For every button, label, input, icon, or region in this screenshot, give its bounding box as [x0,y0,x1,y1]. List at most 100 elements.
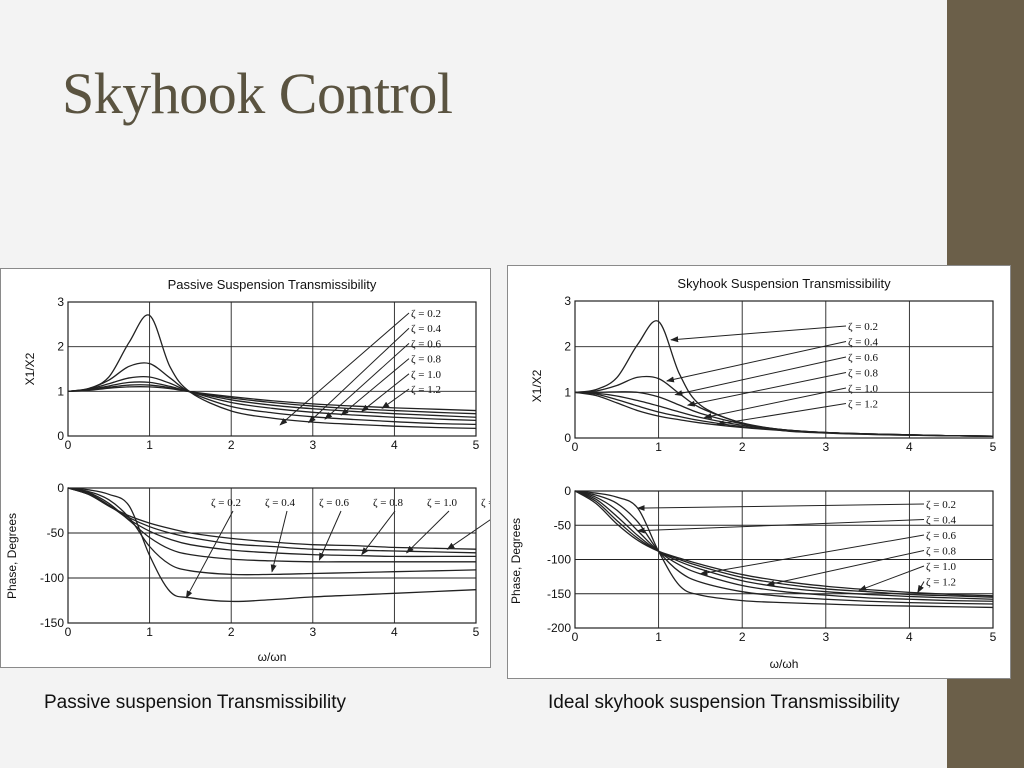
phase-curve-zeta-1.2 [67,487,477,550]
magnitude-xtick-label: 3 [822,440,829,454]
phase-ytick-label: -50 [554,518,572,532]
magnitude-xtick-label: 0 [572,440,579,454]
phase-curve-zeta-0.6 [574,490,994,602]
phase-zeta-label: ζ = 0.4 [265,497,296,509]
magnitude-zeta-label: ζ = 0.2 [411,308,441,320]
magnitude-xtick-label: 4 [906,440,913,454]
magnitude-zeta-label: ζ = 1.2 [848,399,878,411]
magnitude-curve-zeta-0.8 [67,381,477,418]
magnitude-ytick-label: 1 [564,385,571,399]
phase-zeta-arrow [446,519,490,550]
passive-chart-panel: Passive Suspension Transmissibility 0 1 2 3 4… [0,268,491,668]
magnitude-zeta-arrow [703,387,847,419]
phase-ytick-label: -100 [40,571,64,585]
phase-zeta-arrow [766,550,925,587]
phase-zeta-label: ζ = 1.2 [481,497,490,509]
magnitude-xtick-label: 5 [990,440,997,454]
phase-curve-zeta-1.0 [574,490,994,598]
magnitude-curve-zeta-1.0 [67,384,477,415]
chart-title-skyhook: Skyhook Suspension Transmissibility [677,276,891,291]
magnitude-zeta-arrow [381,388,410,409]
magnitude-zeta-arrow [307,327,410,424]
magnitude-zeta-label: ζ = 0.8 [848,368,879,380]
magnitude-zeta-label: ζ = 0.2 [848,321,878,333]
magnitude-zeta-arrow [686,372,847,407]
magnitude-zeta-arrow [665,341,847,383]
magnitude-plot-skyhook: 0 1 2 3 4 5 0 1 2 3 X1/X2 ζ = 0.2 ζ = 0.4 ζ = 0.6 ζ = … [530,294,997,454]
phase-ytick-label: -200 [547,621,571,635]
magnitude-ytick-label: 1 [57,384,64,398]
magnitude-zeta-label: ζ = 1.0 [411,369,442,381]
slide-title: Skyhook Control [62,61,453,126]
phase-zeta-arrow [917,581,925,594]
phase-xtick-label: 0 [572,630,579,644]
magnitude-zeta-label: ζ = 0.8 [411,354,442,366]
phase-xtick-label: 2 [228,625,235,639]
phase-zeta-label: ζ = 0.8 [926,546,957,558]
phase-zeta-arrow [636,519,925,534]
phase-curve-zeta-0.4 [67,487,477,576]
phase-xtick-label: 1 [146,625,153,639]
phase-xtick-label: 5 [473,625,480,639]
phase-frame-passive [67,487,477,624]
magnitude-xtick-label: 1 [655,440,662,454]
magnitude-ylabel-passive: X1/X2 [23,352,37,385]
magnitude-zeta-label: ζ = 0.6 [411,338,442,350]
phase-plot-passive: 0 1 2 3 4 5 0 -50 -100 -150 Phase, Degrees ζ = 0.2 ζ… [5,481,490,639]
xlabel-skyhook: ω/ωh [770,657,799,671]
phase-zeta-arrow [318,510,342,561]
magnitude-zeta-arrow [324,343,410,420]
phase-zeta-label: ζ = 0.6 [926,530,957,542]
magnitude-xtick-label: 0 [65,438,72,452]
phase-zeta-label: ζ = 0.6 [319,497,350,509]
phase-ytick-label: -150 [40,616,64,630]
magnitude-zeta-arrow [670,325,847,343]
caption-passive: Passive suspension Transmissibility [44,692,347,713]
phase-zeta-label: ζ = 0.2 [211,497,241,509]
phase-zeta-arrow [185,510,234,599]
magnitude-ytick-label: 0 [564,431,571,445]
phase-curve-zeta-0.4 [574,490,994,605]
phase-xtick-label: 3 [822,630,829,644]
phase-xtick-label: 0 [65,625,72,639]
magnitude-zeta-arrow [360,373,410,413]
magnitude-ytick-label: 2 [57,340,64,354]
magnitude-zeta-arrow [674,356,847,397]
chart-title-passive: Passive Suspension Transmissibility [168,277,377,292]
phase-xtick-label: 4 [906,630,913,644]
phase-xtick-label: 2 [739,630,746,644]
skyhook-chart-panel: Skyhook Suspension Transmissibility 0 1 2 3 4… [507,265,1011,679]
magnitude-xtick-label: 2 [739,440,746,454]
phase-xtick-label: 3 [309,625,316,639]
magnitude-frame-skyhook [574,300,994,439]
phase-ytick-label: 0 [57,481,64,495]
magnitude-zeta-label: ζ = 1.0 [848,383,879,395]
phase-curve-zeta-0.2 [67,487,477,603]
magnitude-xtick-label: 5 [473,438,480,452]
phase-zeta-label: ζ = 1.0 [926,561,957,573]
phase-zeta-arrow [636,503,925,512]
phase-zeta-label: ζ = 0.8 [373,497,404,509]
magnitude-zeta-arrow [340,358,410,416]
phase-ytick-label: -100 [547,553,571,567]
magnitude-plot-passive: 0 1 2 3 4 5 0 1 2 3 X1/X2 ζ = 0.2 ζ = 0.4 ζ = 0.6 ζ = … [23,295,480,452]
phase-zeta-arrow [361,510,396,556]
passive-chart-svg: Passive Suspension Transmissibility 0 1 2 3 4… [5,277,490,664]
phase-zeta-arrow [270,510,288,573]
magnitude-xtick-label: 4 [391,438,398,452]
phase-ylabel-skyhook: Phase, Degrees [509,518,523,604]
magnitude-curve-zeta-0.2 [67,314,477,430]
phase-zeta-arrow [858,565,925,591]
magnitude-curve-zeta-0.6 [67,375,477,422]
phase-ytick-label: 0 [564,484,571,498]
magnitude-zeta-label: ζ = 0.4 [411,323,442,335]
magnitude-zeta-arrow [716,403,847,427]
magnitude-xtick-label: 2 [228,438,235,452]
xlabel-passive: ω/ωn [258,650,287,664]
phase-ytick-label: -50 [47,526,65,540]
phase-curve-zeta-0.2 [574,490,994,609]
skyhook-chart-svg: Skyhook Suspension Transmissibility 0 1 2 3 4… [509,276,997,671]
magnitude-xtick-label: 1 [146,438,153,452]
magnitude-zeta-label: ζ = 1.2 [411,384,441,396]
magnitude-zeta-label: ζ = 0.6 [848,352,879,364]
